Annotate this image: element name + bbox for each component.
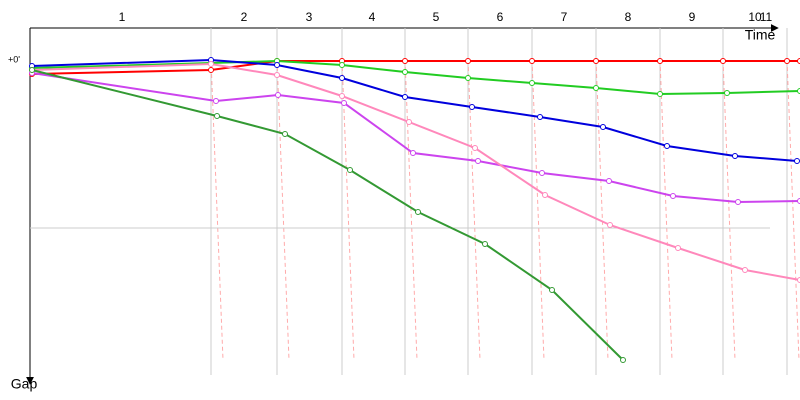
x-tick-label: 8 <box>625 10 632 24</box>
point <box>600 124 606 130</box>
lap-link <box>531 59 545 361</box>
point <box>402 69 408 75</box>
point <box>539 170 545 176</box>
point <box>542 192 548 198</box>
point <box>549 287 555 293</box>
point <box>29 67 35 73</box>
x-tick-label: 3 <box>306 10 313 24</box>
x-axis-label: Time <box>745 27 776 43</box>
point <box>657 58 663 64</box>
series-line <box>31 60 800 75</box>
point <box>537 114 543 120</box>
point <box>797 198 800 204</box>
x-tick-label: 1 <box>119 10 126 24</box>
point <box>664 143 670 149</box>
point <box>724 90 730 96</box>
point <box>797 277 800 283</box>
point <box>797 58 800 64</box>
x-tick-label: 5 <box>433 10 440 24</box>
y-tick-label: +0' <box>8 54 20 64</box>
point <box>214 113 220 119</box>
series-line <box>31 58 798 162</box>
x-tick-label: 4 <box>369 10 376 24</box>
point <box>339 75 345 81</box>
point <box>402 58 408 64</box>
point <box>213 98 219 104</box>
point <box>275 92 281 98</box>
lap-link <box>467 59 481 361</box>
point <box>341 100 347 106</box>
x-tick-label: 11 <box>760 10 773 24</box>
point <box>339 93 345 99</box>
series-line <box>31 72 800 204</box>
point <box>406 119 412 125</box>
point <box>529 80 535 86</box>
point <box>475 158 481 164</box>
point <box>607 222 613 228</box>
x-tick-label: 7 <box>561 10 568 24</box>
point <box>784 58 790 64</box>
lap-link <box>595 59 609 361</box>
point <box>675 245 681 251</box>
point <box>732 153 738 159</box>
lap-link <box>404 59 418 361</box>
point <box>274 62 280 68</box>
x-tick-label: 2 <box>241 10 248 24</box>
lap-link <box>722 59 736 361</box>
point <box>465 75 471 81</box>
lap-link <box>276 59 290 361</box>
series-line <box>31 69 624 361</box>
point <box>472 145 478 151</box>
x-tick-label: 10 <box>748 10 762 24</box>
point <box>794 158 800 164</box>
point <box>735 199 741 205</box>
point <box>282 131 288 137</box>
point <box>670 193 676 199</box>
point <box>606 178 612 184</box>
point <box>593 58 599 64</box>
point <box>208 67 214 73</box>
point <box>402 94 408 100</box>
point <box>720 58 726 64</box>
lap-link <box>210 59 224 361</box>
lap-link <box>341 59 355 361</box>
point <box>339 62 345 68</box>
x-tick-label: 6 <box>497 10 504 24</box>
series-line <box>31 62 800 281</box>
point <box>742 267 748 273</box>
point <box>593 85 599 91</box>
point <box>410 150 416 156</box>
point <box>482 241 488 247</box>
lap-link <box>786 59 800 361</box>
point <box>347 167 353 173</box>
point <box>208 61 214 67</box>
lap-link <box>659 59 673 361</box>
point <box>529 58 535 64</box>
point <box>274 72 280 78</box>
point <box>620 357 626 363</box>
point <box>465 58 471 64</box>
point <box>469 104 475 110</box>
y-axis-label: Gap <box>11 376 38 392</box>
point <box>415 209 421 215</box>
x-tick-label: 9 <box>689 10 696 24</box>
point <box>657 91 663 97</box>
point <box>797 88 800 94</box>
